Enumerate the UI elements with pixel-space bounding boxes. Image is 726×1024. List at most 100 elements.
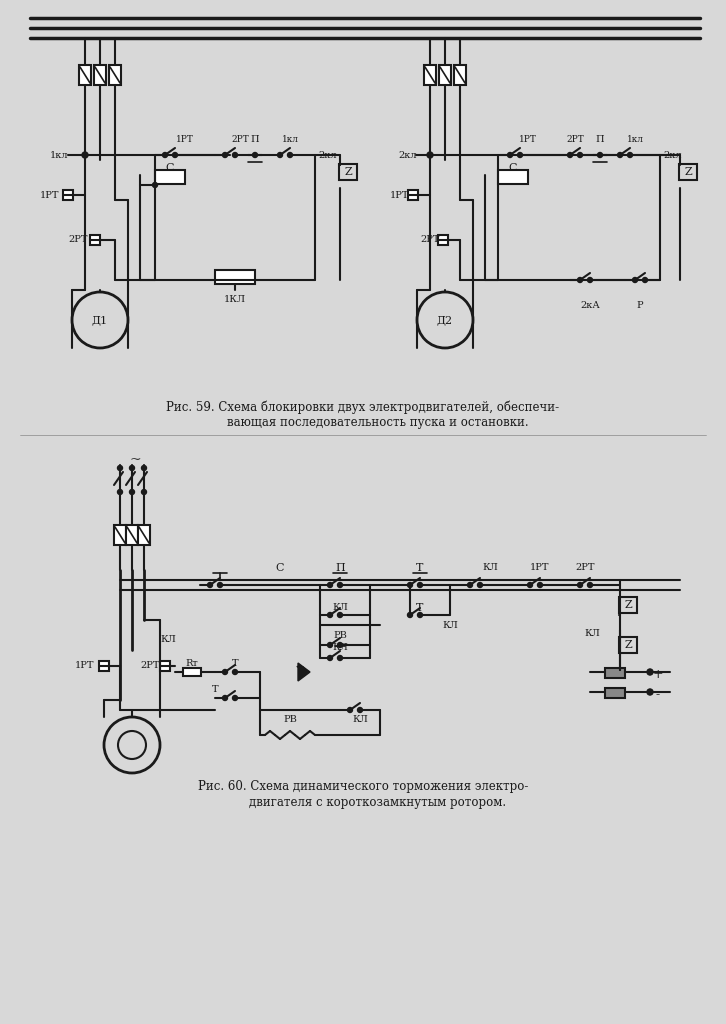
Circle shape xyxy=(417,612,423,617)
Text: ~: ~ xyxy=(129,453,141,467)
Text: Z: Z xyxy=(624,600,632,610)
Circle shape xyxy=(643,278,648,283)
Bar xyxy=(155,170,185,184)
Text: Z: Z xyxy=(624,640,632,650)
Text: Р: Р xyxy=(637,300,643,309)
Text: 1КЛ: 1КЛ xyxy=(224,296,246,304)
Text: РВ: РВ xyxy=(333,631,347,640)
Bar xyxy=(454,65,466,85)
Circle shape xyxy=(118,466,123,470)
Circle shape xyxy=(327,655,333,660)
Bar xyxy=(63,190,73,200)
Circle shape xyxy=(327,612,333,617)
Text: 1РТ: 1РТ xyxy=(519,135,537,144)
Text: +: + xyxy=(653,669,664,682)
Text: 2кА: 2кА xyxy=(580,300,600,309)
Circle shape xyxy=(327,642,333,647)
Bar xyxy=(114,525,126,545)
Circle shape xyxy=(142,489,147,495)
Circle shape xyxy=(647,689,653,695)
Bar xyxy=(79,65,91,85)
Circle shape xyxy=(277,153,282,158)
Circle shape xyxy=(348,708,353,713)
Circle shape xyxy=(647,669,653,675)
Circle shape xyxy=(218,583,222,588)
Text: 2кл: 2кл xyxy=(318,151,336,160)
Text: 1РТ: 1РТ xyxy=(75,660,94,670)
Text: 1РТ: 1РТ xyxy=(390,190,409,200)
Text: вающая последовательность пуска и остановки.: вающая последовательность пуска и остано… xyxy=(197,416,529,429)
Text: Д2: Д2 xyxy=(437,315,453,325)
Circle shape xyxy=(338,642,343,647)
Circle shape xyxy=(587,583,592,588)
Circle shape xyxy=(577,278,582,283)
Circle shape xyxy=(407,583,412,588)
Circle shape xyxy=(222,153,227,158)
Text: 2РТ: 2РТ xyxy=(68,236,88,245)
Text: П: П xyxy=(596,135,604,144)
Text: П: П xyxy=(250,135,259,144)
Circle shape xyxy=(208,583,213,588)
Circle shape xyxy=(129,466,134,470)
Text: 1кл: 1кл xyxy=(282,135,298,144)
Text: 1РТ: 1РТ xyxy=(176,135,194,144)
Bar xyxy=(424,65,436,85)
Text: П: П xyxy=(335,563,345,573)
Text: 2кл: 2кл xyxy=(398,151,417,160)
Circle shape xyxy=(407,612,412,617)
Circle shape xyxy=(427,152,433,158)
Circle shape xyxy=(327,583,333,588)
Circle shape xyxy=(163,153,168,158)
Bar xyxy=(126,525,138,545)
Circle shape xyxy=(338,583,343,588)
Circle shape xyxy=(507,153,513,158)
Circle shape xyxy=(627,153,632,158)
Text: Т: Т xyxy=(212,685,219,694)
Text: двигателя с короткозамкнутым ротором.: двигателя с короткозамкнутым ротором. xyxy=(219,796,507,809)
Text: 2РТ: 2РТ xyxy=(231,135,249,144)
Text: 1кл: 1кл xyxy=(50,151,68,160)
Text: РВ: РВ xyxy=(283,716,297,725)
Text: Д1: Д1 xyxy=(92,315,108,325)
Bar xyxy=(109,65,121,85)
Bar xyxy=(90,234,100,245)
Circle shape xyxy=(338,612,343,617)
Circle shape xyxy=(478,583,483,588)
Circle shape xyxy=(618,153,622,158)
Circle shape xyxy=(648,689,653,694)
Text: 2кл: 2кл xyxy=(663,151,682,160)
Text: Z: Z xyxy=(344,167,352,177)
Text: С: С xyxy=(276,563,285,573)
Text: Т: Т xyxy=(232,658,238,668)
Text: КЛ: КЛ xyxy=(160,636,176,644)
Bar xyxy=(408,190,418,200)
Circle shape xyxy=(82,152,88,158)
Circle shape xyxy=(173,153,177,158)
Polygon shape xyxy=(298,663,310,681)
Text: Rт: Rт xyxy=(186,658,198,668)
Circle shape xyxy=(232,670,237,675)
Bar xyxy=(679,164,697,180)
Circle shape xyxy=(537,583,542,588)
Text: КЛ: КЛ xyxy=(442,621,458,630)
Circle shape xyxy=(142,466,147,470)
Bar xyxy=(619,597,637,613)
Circle shape xyxy=(222,670,227,675)
Circle shape xyxy=(253,153,258,158)
Circle shape xyxy=(577,153,582,158)
Circle shape xyxy=(129,489,134,495)
Text: КЛ: КЛ xyxy=(352,716,368,725)
Text: КЛ: КЛ xyxy=(482,563,498,572)
Text: С: С xyxy=(509,163,517,173)
Bar xyxy=(498,170,528,184)
Circle shape xyxy=(232,695,237,700)
Text: 1кл: 1кл xyxy=(627,135,643,144)
Circle shape xyxy=(632,278,637,283)
Circle shape xyxy=(287,153,293,158)
Circle shape xyxy=(597,153,603,158)
Text: С: С xyxy=(166,163,174,173)
Bar xyxy=(183,668,201,676)
Circle shape xyxy=(468,583,473,588)
Circle shape xyxy=(528,583,532,588)
Text: КЛ: КЛ xyxy=(332,603,348,612)
